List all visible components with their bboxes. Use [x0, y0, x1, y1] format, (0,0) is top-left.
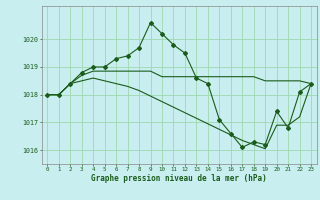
X-axis label: Graphe pression niveau de la mer (hPa): Graphe pression niveau de la mer (hPa): [91, 174, 267, 183]
